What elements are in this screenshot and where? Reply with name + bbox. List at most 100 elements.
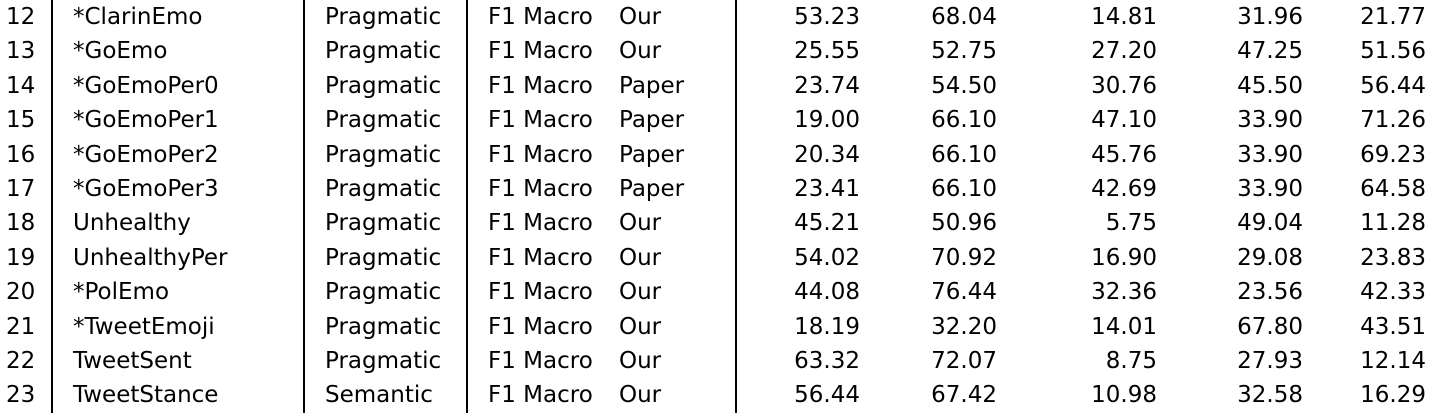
value-2: 54.50 [931,72,997,99]
value-2: 70.92 [931,244,997,271]
value-3: 16.90 [1091,244,1157,271]
value-5: 23.83 [1360,244,1426,271]
source: Paper [619,68,737,104]
row-number: 20 [6,279,36,306]
dataset-name: *ClarinEmo [51,0,305,35]
table-row: 14 *GoEmoPer0 Pragmatic F1 Macro Paper 2… [0,68,1440,104]
task-type: Pragmatic [304,68,468,104]
value-3: 14.01 [1091,313,1157,340]
value-3: 5.75 [1105,210,1157,237]
value-4: 23.56 [1237,279,1303,306]
row-number: 12 [6,4,36,30]
source: Our [619,0,737,35]
dataset-name: *GoEmoPer1 [51,103,305,138]
task-type: Pragmatic [304,0,468,35]
table-row: 13 *GoEmo Pragmatic F1 Macro Our 25.55 5… [0,34,1440,69]
metric: F1 Macro [488,141,593,168]
value-2: 66.10 [931,176,997,203]
value-3: 32.36 [1091,279,1157,306]
row-number: 22 [6,348,36,375]
value-5: 56.44 [1360,72,1426,99]
value-1: 19.00 [794,107,860,134]
row-number: 13 [6,38,36,65]
source: Our [619,34,737,69]
source: Our [619,309,737,345]
task-type: Pragmatic [304,206,468,241]
dataset-name: *PolEmo [51,275,305,310]
value-3: 10.98 [1091,382,1157,409]
task-type: Pragmatic [304,275,468,310]
row-number: 17 [6,176,36,203]
dataset-name: *GoEmoPer0 [51,68,305,104]
dataset-name: TweetSent [51,344,305,379]
table-row: 15 *GoEmoPer1 Pragmatic F1 Macro Paper 1… [0,103,1440,138]
task-type: Pragmatic [304,344,468,379]
value-4: 32.58 [1237,382,1303,409]
metric: F1 Macro [488,107,593,134]
value-1: 56.44 [794,382,860,409]
value-1: 25.55 [794,38,860,65]
value-3: 42.69 [1091,176,1157,203]
metric: F1 Macro [488,210,593,237]
row-number: 18 [6,210,36,237]
task-type: Pragmatic [304,240,468,276]
value-2: 66.10 [931,107,997,134]
metric: F1 Macro [488,72,593,99]
value-5: 71.26 [1360,107,1426,134]
value-5: 16.29 [1360,382,1426,409]
source: Paper [619,137,737,173]
value-1: 63.32 [794,348,860,375]
metric: F1 Macro [488,382,593,409]
value-4: 33.90 [1237,107,1303,134]
value-1: 23.41 [794,176,860,203]
dataset-name: Unhealthy [51,206,305,241]
row-number: 23 [6,382,36,409]
source: Our [619,344,737,379]
value-4: 27.93 [1237,348,1303,375]
source: Our [619,378,737,413]
metric: F1 Macro [488,176,593,203]
metric: F1 Macro [488,38,593,65]
task-type: Semantic [304,378,468,413]
value-2: 72.07 [931,348,997,375]
table-row: 23 TweetStance Semantic F1 Macro Our 56.… [0,378,1440,413]
dataset-name: UnhealthyPer [51,240,305,276]
value-5: 43.51 [1360,313,1426,340]
value-5: 64.58 [1360,176,1426,203]
value-1: 53.23 [794,4,860,30]
task-type: Pragmatic [304,34,468,69]
value-2: 68.04 [931,4,997,30]
value-3: 45.76 [1091,141,1157,168]
task-type: Pragmatic [304,137,468,173]
value-3: 14.81 [1091,4,1157,30]
value-5: 69.23 [1360,141,1426,168]
value-2: 52.75 [931,38,997,65]
source: Our [619,275,737,310]
row-number: 15 [6,107,36,134]
value-1: 23.74 [794,72,860,99]
row-number: 16 [6,141,36,168]
metric: F1 Macro [488,348,593,375]
table-row: 20 *PolEmo Pragmatic F1 Macro Our 44.08 … [0,275,1440,310]
value-4: 67.80 [1237,313,1303,340]
dataset-name: TweetStance [51,378,305,413]
table-row: 21 *TweetEmoji Pragmatic F1 Macro Our 18… [0,309,1440,345]
source: Our [619,240,737,276]
metric: F1 Macro [488,244,593,271]
table-row: 16 *GoEmoPer2 Pragmatic F1 Macro Paper 2… [0,137,1440,173]
value-2: 50.96 [931,210,997,237]
source: Our [619,206,737,241]
table-row: 22 TweetSent Pragmatic F1 Macro Our 63.3… [0,344,1440,379]
value-2: 66.10 [931,141,997,168]
value-2: 67.42 [931,382,997,409]
dataset-name: *GoEmoPer2 [51,137,305,173]
value-4: 49.04 [1237,210,1303,237]
table-row: 12 *ClarinEmo Pragmatic F1 Macro Our 53.… [0,0,1440,35]
value-4: 45.50 [1237,72,1303,99]
table-row: 17 *GoEmoPer3 Pragmatic F1 Macro Paper 2… [0,172,1440,207]
row-number: 19 [6,244,36,271]
dataset-name: *GoEmoPer3 [51,172,305,207]
table-row: 19 UnhealthyPer Pragmatic F1 Macro Our 5… [0,240,1440,276]
